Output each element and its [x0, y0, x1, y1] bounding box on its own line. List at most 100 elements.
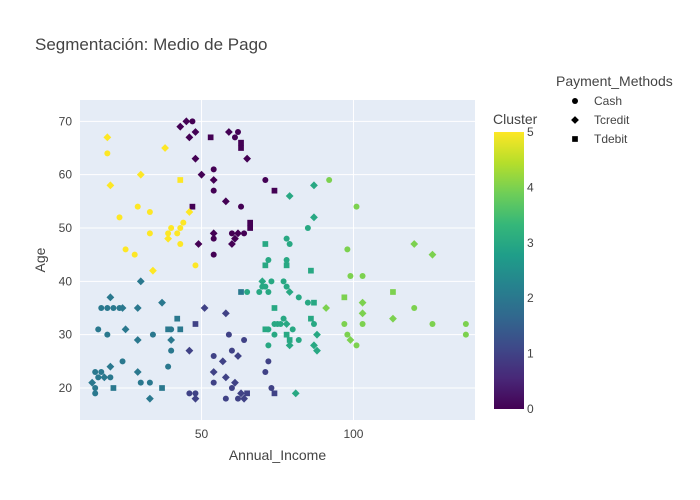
- data-point-circle: [271, 331, 278, 338]
- data-point-diamond: [313, 346, 321, 355]
- y-tick-label: 60: [59, 168, 73, 182]
- data-point-diamond: [176, 122, 185, 131]
- data-point-square: [192, 321, 199, 327]
- data-point-circle: [262, 283, 269, 290]
- legend-item-tcredit[interactable]: Tcredit: [571, 113, 630, 127]
- data-point-circle: [210, 353, 217, 359]
- data-points: [88, 117, 469, 403]
- data-point-diamond: [282, 320, 291, 328]
- data-point-diamond: [410, 240, 419, 248]
- data-point-circle: [98, 369, 105, 375]
- data-point-diamond: [161, 144, 169, 152]
- grid-lines: [80, 100, 475, 420]
- data-point-circle: [359, 321, 366, 327]
- data-point-diamond: [121, 325, 130, 334]
- data-point-circle: [283, 283, 290, 290]
- data-point-circle: [210, 187, 217, 194]
- data-point-diamond: [106, 181, 115, 190]
- data-point-diamond: [200, 304, 209, 312]
- y-tick-label: 70: [59, 114, 73, 128]
- legend-item-cash[interactable]: Cash: [572, 94, 622, 108]
- data-point-diamond: [106, 362, 115, 371]
- data-point-circle: [210, 251, 217, 258]
- data-point-circle: [429, 321, 436, 327]
- data-point-circle: [222, 395, 229, 402]
- data-point-diamond: [231, 378, 239, 387]
- data-point-diamond: [149, 266, 157, 275]
- data-point-circle: [92, 385, 99, 391]
- data-point-circle: [326, 177, 333, 183]
- data-point-diamond: [145, 394, 154, 403]
- data-point-diamond: [358, 298, 367, 307]
- data-point-circle: [256, 289, 263, 295]
- data-point-square: [271, 305, 278, 311]
- data-point-diamond: [209, 229, 218, 238]
- data-point-circle: [235, 129, 241, 135]
- data-point-diamond: [185, 133, 194, 142]
- data-point-diamond: [389, 314, 397, 323]
- data-point-circle: [304, 299, 311, 306]
- data-point-diamond: [428, 250, 437, 259]
- colorbar-tick-label: 5: [527, 125, 534, 139]
- data-point-circle: [462, 331, 469, 338]
- data-point-circle: [295, 337, 302, 343]
- x-axis-ticks: 50 100: [195, 427, 364, 441]
- data-point-square: [308, 267, 314, 274]
- data-point-circle: [210, 235, 217, 242]
- data-point-circle: [344, 246, 351, 253]
- data-point-circle: [241, 230, 248, 237]
- colorbar-tick-label: 3: [527, 236, 534, 250]
- data-point-diamond: [358, 309, 367, 318]
- data-point-circle: [411, 305, 418, 311]
- data-point-circle: [310, 321, 317, 327]
- colorbar-title: Cluster: [493, 111, 538, 127]
- data-point-square: [262, 262, 269, 269]
- data-point-circle: [177, 225, 184, 231]
- legend-label: Cash: [594, 94, 622, 108]
- data-point-circle: [265, 358, 272, 365]
- data-point-circle: [168, 326, 175, 333]
- y-axis-title: Age: [32, 247, 48, 272]
- colorbar-tick-label: 2: [527, 291, 534, 305]
- data-point-circle: [192, 262, 199, 269]
- data-point-diamond: [209, 176, 218, 184]
- data-point-diamond: [285, 288, 294, 296]
- data-point-diamond: [103, 133, 112, 142]
- data-point-diamond: [167, 336, 176, 344]
- legend-item-tdebit[interactable]: Tdebit: [572, 132, 628, 146]
- data-point-diamond: [322, 304, 331, 312]
- data-point-square: [244, 390, 250, 397]
- data-point-circle: [95, 374, 102, 381]
- data-point-square: [341, 294, 348, 301]
- y-tick-label: 40: [59, 274, 73, 288]
- data-point-circle: [146, 230, 153, 237]
- data-point-circle: [104, 150, 111, 157]
- data-point-square: [262, 326, 269, 333]
- data-point-diamond: [221, 197, 230, 206]
- data-point-diamond: [310, 341, 318, 350]
- data-point-circle: [235, 395, 241, 402]
- y-tick-label: 20: [59, 381, 73, 395]
- data-point-circle: [210, 379, 217, 386]
- data-point-circle: [104, 305, 111, 311]
- data-point-circle: [110, 305, 117, 311]
- data-point-circle: [238, 203, 245, 210]
- data-point-diamond: [88, 378, 97, 387]
- data-point-diamond: [106, 293, 115, 302]
- data-point-circle: [353, 203, 360, 210]
- colorbar-tick-label: 0: [527, 402, 534, 416]
- data-point-diamond: [310, 213, 318, 222]
- data-point-diamond: [158, 298, 166, 307]
- data-point-square: [238, 289, 244, 295]
- data-point-square: [247, 225, 254, 231]
- data-point-diamond: [136, 277, 145, 286]
- data-point-diamond: [133, 336, 142, 344]
- data-point-circle: [98, 305, 105, 311]
- data-point-diamond: [221, 373, 230, 382]
- data-point-circle: [228, 230, 235, 237]
- data-point-circle: [462, 321, 469, 327]
- data-point-circle: [104, 331, 111, 338]
- data-point-square: [308, 315, 314, 322]
- data-point-circle: [225, 331, 232, 338]
